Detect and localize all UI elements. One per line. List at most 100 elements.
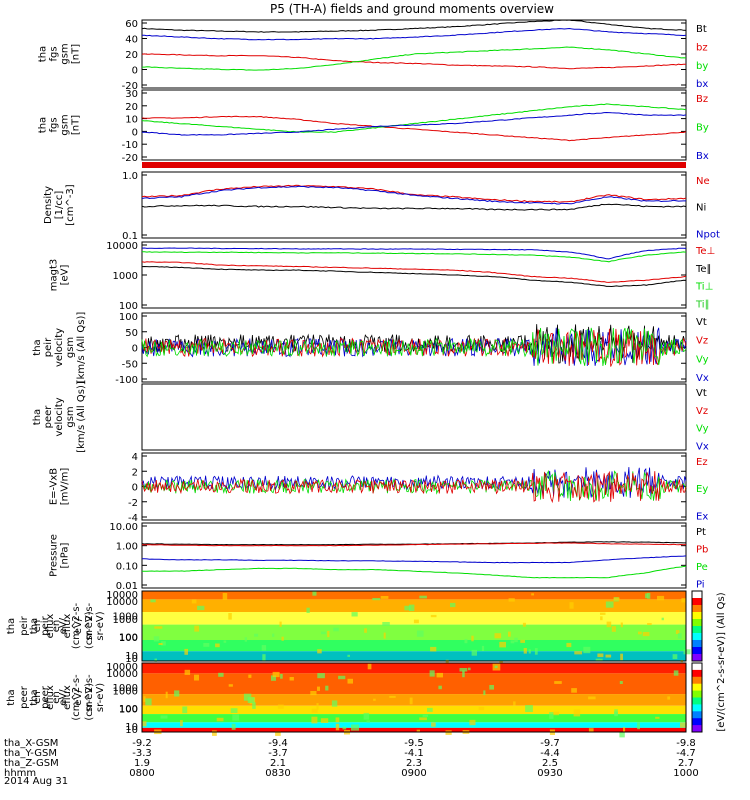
legend-entry: Ti⊥ [695, 282, 713, 293]
spectrogram-speckle [573, 709, 581, 717]
tick-label: 10 [125, 115, 138, 126]
spectrogram-speckle [335, 717, 340, 723]
noise-trace-green [141, 327, 687, 367]
y-axis-label: tha [29, 689, 40, 705]
spectrogram-speckle [145, 698, 152, 706]
y-axis-label: tha [32, 339, 43, 355]
tick-label: 1000 [113, 683, 138, 694]
y-axis-label: [1/cc] [54, 191, 65, 220]
tick-label: 10000 [106, 590, 138, 601]
legend-entry: Ni [696, 203, 706, 214]
spectrogram-speckle [508, 631, 511, 637]
spectrogram-speckle [364, 628, 367, 633]
spectrogram-speckle [431, 722, 436, 727]
spectrogram-speckle [321, 631, 326, 635]
spectrogram-speckle [620, 653, 623, 661]
spectrogram-speckle [430, 614, 437, 618]
y-axis-label: tha [32, 409, 43, 425]
spectrogram-speckle [215, 643, 220, 648]
spectrogram-speckle [382, 622, 390, 626]
tick-label: 100 [119, 704, 138, 715]
spectrogram-speckle [600, 612, 606, 615]
spectrogram-band [142, 624, 686, 640]
colorbar-cell [692, 605, 702, 613]
y-axis-label: peer [43, 405, 54, 429]
y-axis-label: gsm [65, 337, 76, 358]
spectrogram-speckle [620, 622, 623, 628]
spectrogram-speckle [494, 633, 502, 639]
spectrogram-speckle [389, 695, 396, 698]
spectrogram-speckle [367, 663, 372, 670]
legend-entry: Npot [696, 229, 720, 240]
y-axis-label: gsm [60, 43, 71, 64]
y-axis-label: [eV] [60, 265, 71, 286]
spectrogram-speckle [600, 616, 603, 621]
legend-entry: Ti∥ [695, 299, 710, 310]
spectrogram-speckle [311, 716, 318, 724]
spectrogram-speckle [522, 622, 526, 627]
spectrogram-speckle [165, 691, 168, 699]
series-line-green [142, 46, 687, 71]
tick-label: 100 [119, 704, 138, 715]
spectrogram-speckle [306, 607, 310, 613]
tick-label: 50 [125, 328, 138, 339]
spectrogram-speckle [499, 641, 506, 648]
spectrogram-speckle [478, 706, 485, 711]
x-axis-value: -4.4 [540, 748, 560, 759]
tick-label: 4 [132, 452, 138, 463]
colorbar-cell [692, 683, 702, 692]
y-axis-label: [km/s (All Qs)] [76, 381, 87, 453]
spectrogram-speckle [483, 690, 486, 696]
legend-entry: Bz [696, 94, 708, 105]
tick-label: -50 [122, 359, 138, 370]
x-axis-row-label: tha_Y-GSM [4, 748, 57, 759]
colorbar-cell [692, 598, 702, 606]
spectrogram-speckle [588, 728, 594, 733]
spectrogram-speckle [160, 715, 168, 719]
spectrogram-speckle [549, 712, 554, 719]
legend-entry: By [696, 123, 709, 134]
spectrogram-speckle [347, 654, 350, 657]
x-axis-value: 2.3 [406, 758, 422, 769]
spectrogram-speckle [528, 649, 531, 654]
y-axis-label: gsm [60, 114, 71, 135]
spectrogram-speckle [154, 626, 163, 629]
spectrogram-speckle [605, 654, 612, 658]
panel-density: Density [1/cc] [cm^-3] 1.0 0.1 Ne Ni Npot [43, 171, 720, 242]
tick-label: 10 [125, 654, 138, 665]
tick-label: 1.0 [122, 171, 138, 182]
panel-frame [141, 171, 687, 239]
spectrogram-speckle [271, 675, 276, 681]
y-axis-label: [mV/m] [60, 468, 71, 506]
spectrogram-speckle [595, 658, 603, 661]
spectrogram-speckle [569, 602, 574, 609]
spectrogram-speckle [450, 602, 456, 608]
spectrogram-speckle [469, 719, 476, 726]
panel-frame [141, 89, 687, 161]
spectrogram-speckle [462, 670, 465, 678]
tick-label: 10 [125, 722, 138, 733]
spectrogram-speckle [614, 711, 618, 716]
legend-entry: Te∥ [695, 264, 712, 275]
x-axis-row-label: hhmm [4, 768, 36, 779]
y-axis-label: (cm^2-s- [84, 602, 95, 649]
tick-label: 60 [125, 19, 138, 30]
tick-label: -10 [122, 140, 138, 151]
spectrogram-speckle [272, 671, 280, 678]
spectrogram-speckle [409, 697, 413, 705]
spectrogram-speckle [310, 691, 317, 696]
spectrogram-speckle [154, 658, 157, 662]
x-axis-value: -9.5 [404, 738, 424, 749]
series-line-blue [141, 185, 686, 205]
spectrogram-speckle [277, 704, 284, 709]
tick-label: 10000 [106, 669, 138, 680]
chart-title: P5 (TH-A) fields and ground moments over… [270, 2, 554, 16]
spectrogram-speckle [647, 623, 652, 626]
legend-entry: Pb [696, 544, 708, 555]
colorbar-cell [692, 619, 702, 627]
tick-label: -20 [122, 81, 138, 92]
spectrogram-speckle [675, 630, 680, 634]
noise-trace-red [141, 470, 687, 504]
